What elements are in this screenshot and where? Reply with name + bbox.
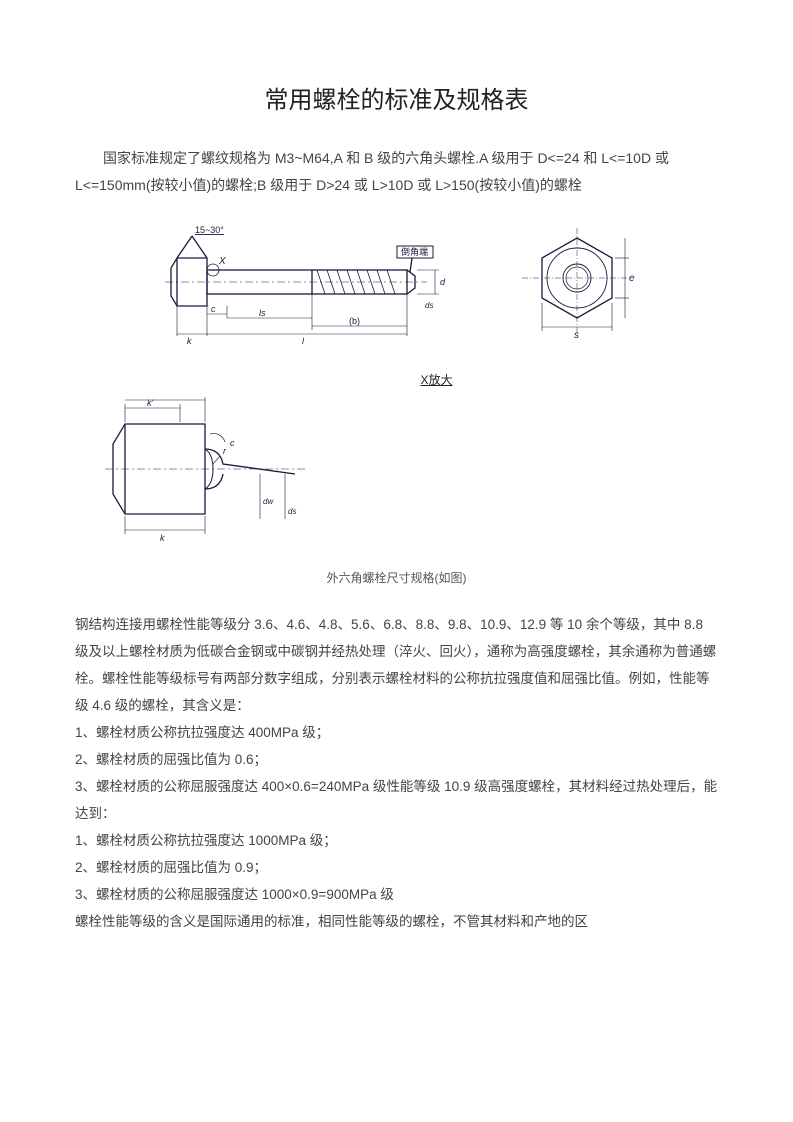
body-p1: 钢结构连接用螺栓性能等级分 3.6、4.6、4.8、5.6、6.8、8.8、9.… [75, 611, 718, 719]
bolt-detail-view-diagram: r c k' k [95, 394, 315, 544]
svg-text:r: r [223, 446, 227, 456]
svg-text:ds: ds [425, 301, 433, 310]
svg-text:ls: ls [259, 308, 266, 318]
zoom-label: X放大 [420, 371, 452, 388]
body-p2: 螺栓性能等级的含义是国际通用的标准，相同性能等级的螺栓，不管其材料和产地的区 [75, 908, 718, 935]
bolt-hex-view-diagram: s e [517, 223, 637, 343]
bolt-side-view-diagram: 15~30° 倒角端 [157, 218, 457, 348]
svg-text:倒角端: 倒角端 [401, 246, 428, 257]
svg-text:k: k [187, 336, 192, 346]
diagram-area: 15~30° 倒角端 [75, 218, 718, 544]
diagram-row-bottom: r c k' k [75, 394, 718, 544]
body-l3: 3、螺栓材质的公称屈服强度达 400×0.6=240MPa 级性能等级 10.9… [75, 773, 718, 827]
body-l2: 2、螺栓材质的屈强比值为 0.6； [75, 746, 718, 773]
body-l5: 2、螺栓材质的屈强比值为 0.9； [75, 854, 718, 881]
body-text: 钢结构连接用螺栓性能等级分 3.6、4.6、4.8、5.6、6.8、8.8、9.… [75, 611, 718, 935]
svg-text:15~30°: 15~30° [195, 225, 224, 235]
svg-text:dw: dw [263, 497, 274, 506]
svg-text:d: d [440, 277, 446, 287]
svg-text:e: e [629, 273, 635, 284]
svg-text:X: X [218, 256, 226, 267]
svg-text:k': k' [147, 398, 154, 408]
diagram-row-top: 15~30° 倒角端 [157, 218, 637, 348]
body-l4: 1、螺栓材质公称抗拉强度达 1000MPa 级； [75, 827, 718, 854]
svg-text:l: l [302, 336, 305, 346]
diagram-caption: 外六角螺栓尺寸规格(如图) [75, 569, 718, 586]
svg-text:(b): (b) [349, 316, 360, 326]
intro-paragraph: 国家标准规定了螺纹规格为 M3~M64,A 和 B 级的六角头螺栓.A 级用于 … [75, 145, 718, 198]
page-title: 常用螺栓的标准及规格表 [75, 80, 718, 115]
body-l6: 3、螺栓材质的公称屈服强度达 1000×0.9=900MPa 级 [75, 881, 718, 908]
svg-text:c: c [211, 304, 216, 314]
svg-text:c: c [230, 438, 235, 448]
body-l1: 1、螺栓材质公称抗拉强度达 400MPa 级； [75, 719, 718, 746]
svg-text:ds: ds [288, 507, 296, 516]
svg-text:k: k [160, 533, 165, 543]
svg-text:s: s [574, 330, 579, 341]
